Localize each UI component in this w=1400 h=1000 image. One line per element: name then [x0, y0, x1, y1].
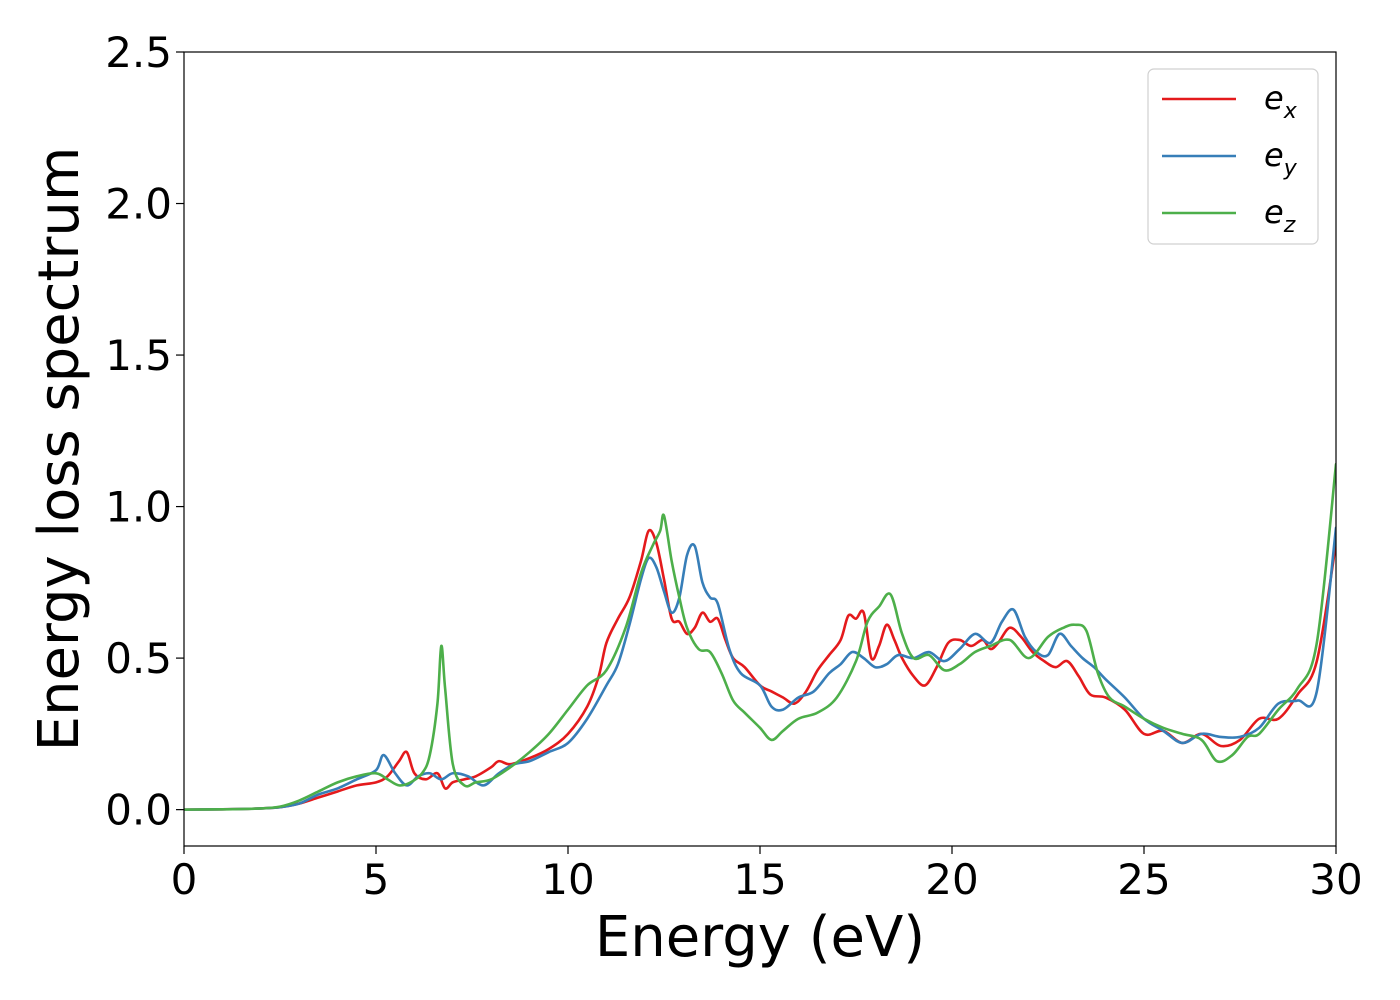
x-axis-ticks: 0 5 10 15 20 25 30 [171, 846, 1363, 904]
y-axis-label: Energy loss spectrum [27, 147, 92, 752]
series-line-e-x [184, 528, 1336, 811]
x-tick-label: 10 [541, 855, 594, 904]
x-tick-label: 25 [1117, 855, 1170, 904]
y-tick-label: 2.0 [105, 180, 172, 229]
legend-entry-base: e [1264, 136, 1284, 174]
legend-entry-subscript: y [1283, 156, 1298, 181]
y-tick-label: 1.0 [105, 483, 172, 532]
x-tick-label: 30 [1309, 855, 1362, 904]
series-line-e-z [184, 462, 1336, 811]
series-group [184, 462, 1336, 811]
x-tick-label: 20 [925, 855, 978, 904]
y-axis-ticks: 0.0 0.5 1.0 1.5 2.0 2.5 [105, 28, 184, 835]
legend-entry-base: e [1264, 79, 1284, 117]
x-axis-label: Energy (eV) [595, 905, 925, 970]
legend-entry: ex [1264, 79, 1298, 124]
legend-entry: ez [1264, 193, 1296, 238]
legend-entry-base: e [1264, 193, 1284, 231]
y-tick-label: 2.5 [105, 28, 172, 77]
x-tick-label: 15 [733, 855, 786, 904]
y-tick-label: 1.5 [105, 331, 172, 380]
legend-entry-subscript: z [1283, 213, 1296, 238]
x-tick-label: 5 [363, 855, 390, 904]
y-tick-label: 0.5 [105, 634, 172, 683]
legend-entry: ey [1264, 136, 1298, 181]
legend-entry-subscript: x [1283, 99, 1298, 124]
y-tick-label: 0.0 [105, 786, 172, 835]
x-tick-label: 0 [171, 855, 198, 904]
